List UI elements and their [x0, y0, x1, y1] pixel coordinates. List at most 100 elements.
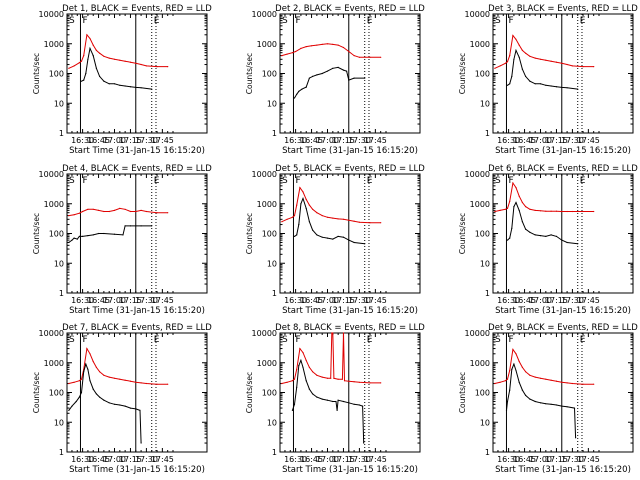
data-point: [529, 398, 531, 400]
y-tick-label: 1000: [470, 40, 490, 49]
data-point: [140, 442, 142, 444]
data-point: [518, 195, 520, 197]
data-point: [513, 363, 515, 365]
data-point: [582, 210, 584, 213]
data-point: [515, 49, 517, 52]
y-tick-label: 1000: [257, 359, 277, 368]
data-point: [75, 400, 77, 403]
marker-label-e: E: [580, 16, 586, 26]
data-point: [83, 79, 85, 81]
data-point: [124, 60, 126, 62]
data-point: [305, 198, 307, 200]
data-point: [156, 66, 158, 68]
x-tick-label: 17:45: [577, 296, 600, 305]
data-point: [348, 239, 350, 241]
data-point: [80, 80, 83, 82]
data-point: [506, 207, 509, 209]
x-tick-label: 17:30: [561, 455, 584, 464]
data-point: [89, 37, 91, 40]
data-point: [140, 209, 142, 211]
y-tick-label: 1000: [44, 40, 64, 49]
data-point: [515, 38, 517, 41]
y-axis-label: Counts/sec: [245, 213, 254, 254]
x-axis-label: Start Time (31-Jan-15 16:15:20): [282, 306, 418, 316]
data-point: [326, 70, 329, 72]
data-point: [337, 235, 339, 237]
detector-panel-4: 1 10 100 1000 10000 16:3016:4517:0017:1517:30…: [32, 164, 212, 316]
data-point: [505, 409, 508, 411]
data-point: [73, 237, 75, 239]
marker-label-f: F: [82, 335, 87, 345]
data-point: [73, 65, 75, 67]
data-point: [156, 383, 158, 385]
data-point: [353, 220, 355, 222]
data-point: [555, 235, 558, 237]
x-tick-label: 16:30: [71, 455, 94, 464]
y-tick-label: 1000: [470, 200, 490, 209]
data-point: [571, 210, 574, 213]
data-point: [95, 67, 97, 69]
x-axis-label: Start Time (31-Jan-15 16:15:20): [69, 306, 205, 316]
panel-title: Det 9, BLACK = Events, RED = LLD: [488, 323, 638, 333]
data-point: [518, 381, 520, 383]
data-point: [122, 234, 124, 236]
y-tick-label: 1000: [44, 200, 64, 209]
x-tick-label: 17:15: [119, 136, 142, 145]
marker-label-s: S: [282, 335, 288, 345]
y-tick-label: 1: [59, 448, 64, 457]
data-point: [380, 382, 382, 384]
data-point: [545, 59, 547, 61]
x-tick-label: 16:45: [87, 296, 110, 305]
x-tick-label: 17:00: [103, 136, 126, 145]
data-point: [300, 203, 302, 205]
y-axis-label: Counts/sec: [32, 372, 41, 413]
x-tick-label: 17:15: [545, 455, 568, 464]
data-point: [353, 241, 355, 244]
data-point: [369, 56, 371, 58]
data-point: [119, 404, 121, 406]
y-tick-label: 10: [267, 99, 277, 108]
data-point: [506, 378, 509, 380]
plot-frame: [279, 332, 421, 453]
data-point: [506, 239, 509, 241]
data-point: [321, 72, 323, 75]
data-point: [341, 378, 343, 380]
data-point: [509, 200, 511, 202]
data-point: [525, 394, 527, 396]
data-point: [330, 377, 332, 379]
data-point: [332, 43, 334, 46]
x-tick-label: 16:45: [513, 136, 536, 145]
data-point: [295, 50, 297, 53]
data-point: [308, 366, 310, 368]
marker-label-e: E: [367, 335, 373, 345]
y-tick-label: 1: [485, 289, 490, 298]
data-point: [566, 382, 568, 384]
data-point: [593, 210, 595, 213]
x-axis-label: Start Time (31-Jan-15 16:15:20): [495, 146, 631, 156]
y-tick-label: 10: [54, 418, 64, 427]
data-point: [296, 93, 298, 95]
data-point: [506, 84, 509, 86]
plot-frame: [492, 13, 634, 134]
data-point: [298, 365, 300, 367]
data-point: [293, 97, 296, 99]
y-tick-label: 1000: [44, 359, 64, 368]
data-point: [337, 44, 339, 46]
data-point: [140, 87, 142, 89]
marker-label-f: F: [82, 176, 87, 186]
data-point: [140, 63, 142, 66]
data-point: [312, 371, 314, 373]
marker-label-f: F: [508, 16, 513, 26]
data-point: [332, 67, 334, 69]
data-point: [331, 332, 333, 334]
x-tick-label: 17:00: [316, 136, 339, 145]
data-point: [550, 85, 552, 87]
data-point: [113, 209, 116, 211]
data-point: [80, 60, 83, 62]
data-point: [301, 88, 303, 90]
data-point: [494, 382, 496, 385]
data-point: [78, 380, 80, 382]
data-point: [494, 210, 496, 213]
data-point: [321, 43, 323, 46]
marker-label-f: F: [295, 176, 300, 186]
